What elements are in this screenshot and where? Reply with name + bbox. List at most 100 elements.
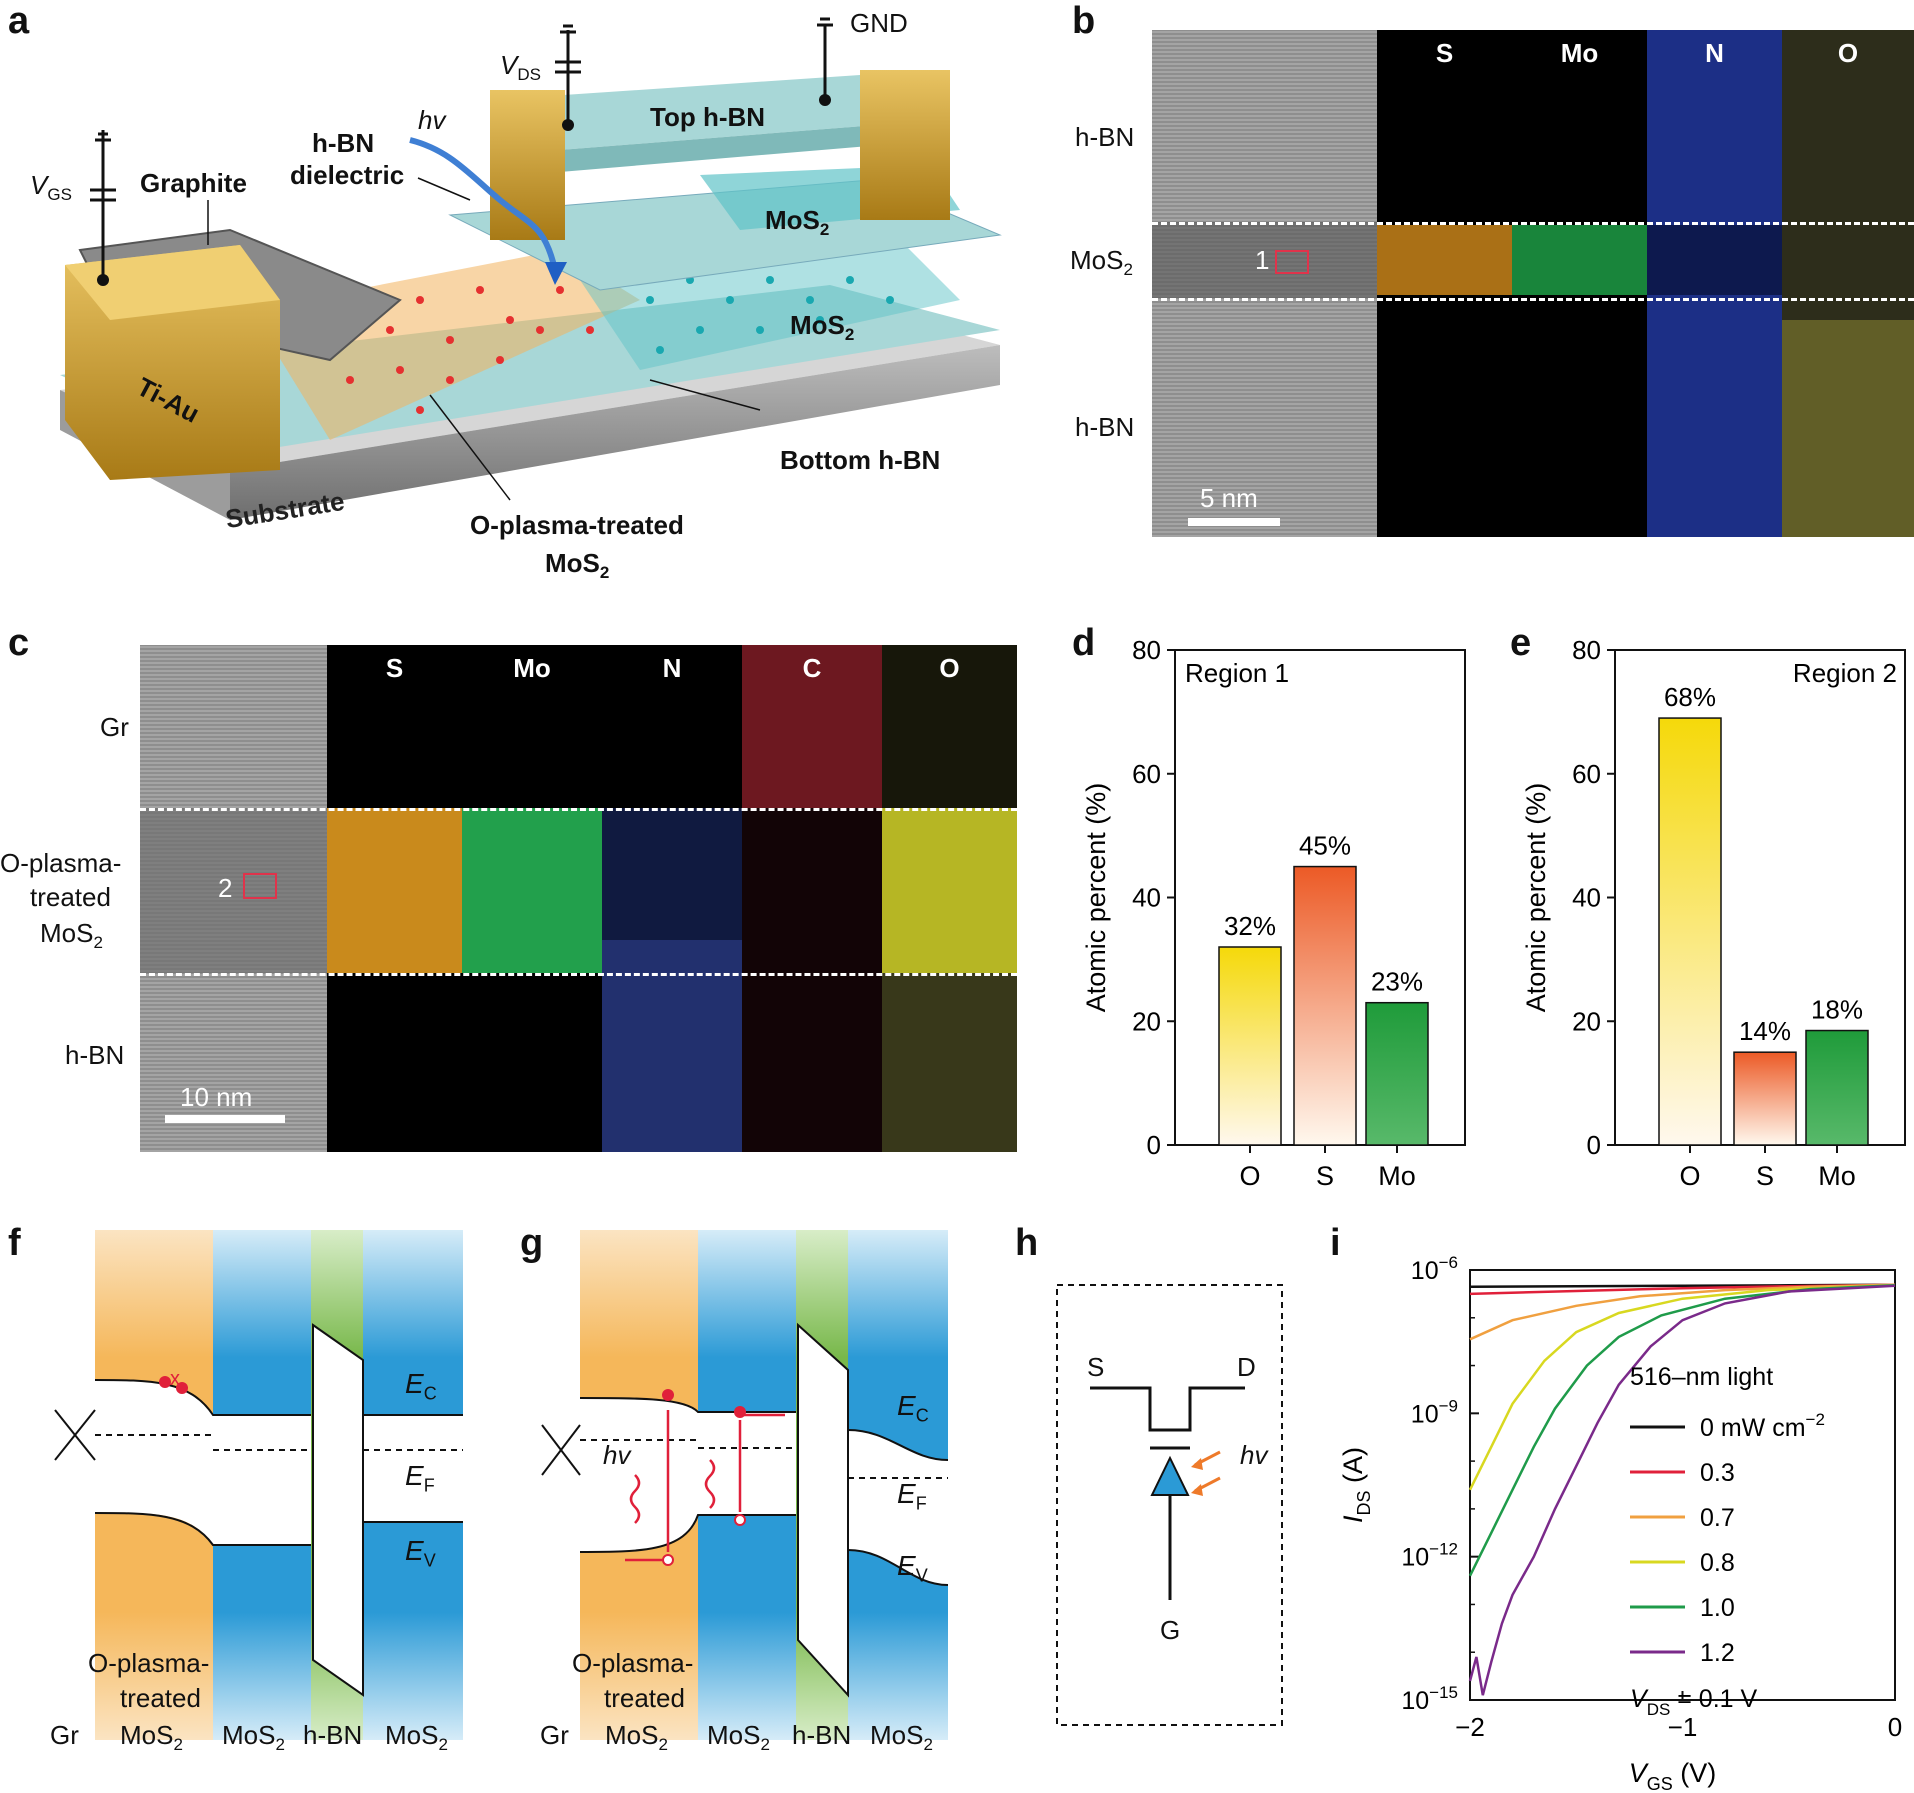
oplasma-label-2: MoS2 [545, 548, 610, 583]
bar-value-label: 68% [1664, 682, 1716, 712]
circuit-symbol [1056, 1284, 1283, 1726]
y-tick-label: 0 [1147, 1130, 1161, 1160]
layer-label-f-2: treated [120, 1683, 201, 1713]
hv-label-g: hv [603, 1440, 631, 1470]
scale-label-c: 10 nm [180, 1082, 253, 1112]
y-axis-label: Atomic percent (%) [1521, 783, 1551, 1013]
map-signal [1512, 225, 1647, 295]
carriers [662, 1389, 746, 1418]
series-line [1469, 1283, 1896, 1341]
row-label-hbn-bottom: h-BN [1075, 412, 1135, 442]
bar [1293, 865, 1357, 1146]
light-arrowhead [1191, 1484, 1203, 1496]
x-tick-label: O [1679, 1161, 1700, 1191]
eds-map-mo-c: Mo [462, 645, 602, 1152]
y-tick-label: 80 [1132, 635, 1161, 665]
legend-label: 1.0 [1700, 1594, 1735, 1622]
x-tick-label: Mo [1378, 1161, 1416, 1191]
photon-arrowhead [545, 262, 567, 285]
bandgap-right [363, 1415, 463, 1522]
bar [1218, 946, 1282, 1146]
map-signal [882, 973, 1017, 1152]
y-axis-label: IDS (A) [1338, 1447, 1374, 1523]
electrons [159, 1376, 188, 1394]
y-tick-label: 10−9 [1411, 1396, 1458, 1428]
hbn-barrier [797, 1322, 849, 1698]
ec-label-g: EC [897, 1390, 929, 1426]
interface-line [1152, 298, 1914, 301]
region-1-box [1275, 250, 1309, 274]
bottom-label-f-mos2b: MoS2 [222, 1720, 285, 1755]
legend-title: 516–nm light [1630, 1363, 1773, 1391]
panel-letter-a: a [8, 0, 30, 42]
region-2-label: 2 [218, 873, 233, 903]
band-diagram-g [541, 1230, 949, 1740]
eds-map-n-c: N [602, 645, 742, 1152]
row-label-oplasma-3: MoS2 [40, 918, 103, 953]
ef-label-f: EF [405, 1460, 435, 1496]
dashed-frame [1056, 1284, 1283, 1726]
photodiode-triangle [1150, 1455, 1190, 1496]
substrate-front [230, 345, 1000, 520]
vgs-label: VGS [30, 170, 72, 205]
scale-bar-c [165, 1115, 285, 1123]
terminal-d: D [1237, 1352, 1256, 1382]
bottom-label-g-hbn: h-BN [792, 1720, 852, 1750]
bottom-label-g-mos2b: MoS2 [707, 1720, 770, 1755]
bandgap-right [848, 1430, 948, 1585]
row-label-mos2: MoS2 [1070, 245, 1133, 280]
map-signal [602, 940, 742, 1152]
x-tick-label: Mo [1818, 1161, 1856, 1191]
ev-label-g: EV [897, 1550, 928, 1586]
bottom-hbn-label: Bottom h-BN [780, 445, 941, 475]
map-signal [882, 808, 1017, 973]
bottom-label-f-gr: Gr [50, 1720, 79, 1750]
map-signal [462, 808, 602, 973]
tem-mos2-band-c [140, 808, 327, 973]
eds-map-o-c: O [882, 645, 1017, 1152]
row-label-oplasma-1: O-plasma- [0, 848, 122, 878]
mos2-lattice [646, 276, 894, 354]
bandgap-left [580, 1398, 796, 1552]
bar-chart-region-2: 0 20 40 60 80 Atomic percent (%) Region 2 68% O 1… [1521, 635, 1906, 1191]
device-schematic [60, 17, 1002, 520]
mos2-top-label: MoS2 [765, 205, 830, 240]
holes [662, 1514, 746, 1566]
layer-label-f-1: O-plasma- [88, 1648, 210, 1678]
eds-map-s-c: S [327, 645, 462, 1152]
map-signal [1377, 225, 1512, 295]
y-tick-label: 40 [1572, 883, 1601, 913]
bottom-label-f-mos2a: MoS2 [120, 1720, 183, 1755]
top-hbn-label: Top h-BN [650, 102, 766, 132]
mos2-mid-label: MoS2 [790, 310, 855, 345]
top-electrode-left-body [490, 90, 565, 240]
series-line [1468, 1284, 1896, 1577]
layer-label-g-2: treated [604, 1683, 685, 1713]
map-title: C [802, 653, 822, 683]
bar [1805, 1029, 1869, 1146]
bar [1733, 1051, 1797, 1146]
map-title: O [1837, 38, 1859, 68]
ef-label-g: EF [897, 1478, 927, 1514]
legend-label: 1.2 [1700, 1639, 1735, 1667]
y-tick-label: 60 [1132, 759, 1161, 789]
bar-value-label: 32% [1224, 911, 1276, 941]
x-tick-label: O [1239, 1161, 1260, 1191]
row-label-hbn-top: h-BN [1075, 122, 1135, 152]
graphite-label: Graphite [140, 168, 247, 198]
tem-mos2-band-b [1152, 222, 1377, 298]
bottom-label-f-hbn: h-BN [303, 1720, 363, 1750]
interface-line [1152, 222, 1914, 225]
map-title: Mo [1560, 38, 1599, 68]
leader-lines [207, 177, 761, 501]
interface-line [140, 973, 1017, 976]
layer-label-g-1: O-plasma- [572, 1648, 694, 1678]
bar-value-label: 23% [1371, 967, 1423, 997]
top-hbn-block [490, 75, 940, 150]
band-edges [541, 1397, 949, 1586]
y-axis-label: Atomic percent (%) [1081, 783, 1111, 1013]
vds-contact-dot [562, 119, 574, 131]
row-label-gr: Gr [100, 712, 129, 742]
vgs-contact-dot [97, 274, 109, 286]
bar-value-label: 18% [1811, 995, 1863, 1025]
